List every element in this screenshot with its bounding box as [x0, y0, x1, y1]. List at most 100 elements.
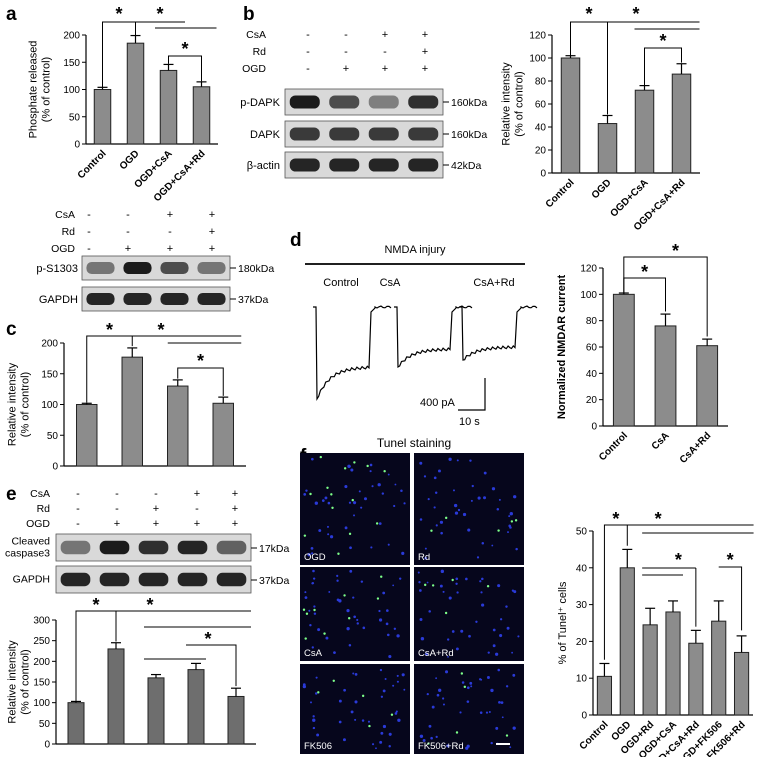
- nucleus-dot: [305, 489, 308, 492]
- blot-b-strip: [284, 88, 444, 116]
- y-axis-label-line: (% of control): [40, 57, 52, 122]
- nucleus-dot: [344, 485, 348, 489]
- y-tick-label: 200: [41, 339, 58, 350]
- nucleus-dot: [397, 718, 401, 722]
- y-tick-label: 20: [535, 146, 547, 157]
- tunel-positive-dot: [514, 519, 518, 522]
- y-tick-label: 150: [41, 369, 58, 380]
- blot-b-strip: [284, 120, 444, 148]
- blot-b-label: β-actin: [247, 160, 280, 172]
- bar: [76, 404, 98, 467]
- tunel-positive-dot: [330, 493, 333, 496]
- bar: [227, 695, 245, 745]
- blot-band: [368, 127, 399, 141]
- scale-bar: [458, 378, 486, 411]
- y-tick-label: 20: [576, 637, 588, 648]
- nucleus-dot: [442, 697, 445, 700]
- nucleus-dot: [448, 596, 452, 600]
- y-tick-label: 80: [586, 316, 598, 327]
- nucleus-dot: [495, 652, 499, 656]
- nucleus-dot: [378, 618, 383, 622]
- blot-s1303-treatment-sign: +: [209, 226, 215, 238]
- x-tick-label: OGD: [590, 177, 614, 201]
- y-tick-label: 100: [63, 85, 80, 96]
- tunel-positive-dot: [323, 632, 326, 635]
- blot-e-strip: [55, 565, 252, 594]
- nucleus-dot: [447, 655, 449, 658]
- blot-band: [138, 572, 169, 587]
- y-tick-label: 0: [74, 140, 80, 151]
- nucleus-dot: [513, 495, 517, 499]
- nucleus-dot: [382, 689, 386, 693]
- y-tick-label: 0: [52, 462, 58, 473]
- nucleus-dot: [360, 506, 363, 509]
- nucleus-dot: [481, 603, 485, 607]
- x-tick-label: Control: [76, 148, 109, 181]
- blot-e-label-line: GAPDH: [13, 574, 50, 586]
- nucleus-dot: [517, 635, 520, 638]
- blot-s1303-treatment-sign: -: [87, 243, 91, 255]
- trace-label: CsA: [380, 277, 401, 289]
- nucleus-dot: [314, 501, 318, 505]
- nucleus-dot: [370, 546, 373, 549]
- nucleus-dot: [501, 716, 504, 719]
- tunel-positive-dot: [366, 464, 369, 468]
- y-axis-label-line: Relative intensity: [501, 62, 513, 146]
- microscopy-background: [300, 453, 410, 565]
- nucleus-dot: [325, 636, 329, 640]
- nucleus-dot: [315, 676, 318, 679]
- bar: [67, 702, 85, 745]
- nucleus-dot: [475, 620, 478, 623]
- panel-letter-c: c: [6, 319, 17, 340]
- nucleus-dot: [496, 507, 500, 511]
- nucleus-dot: [393, 627, 397, 630]
- nucleus-dot: [431, 705, 435, 709]
- nucleus-dot: [447, 638, 450, 641]
- blot-band: [99, 540, 130, 555]
- nucleus-dot: [435, 735, 438, 738]
- blot-b-treatment-sign: +: [382, 63, 388, 75]
- nucleus-dot: [344, 526, 348, 530]
- panel-letter-e: e: [6, 484, 17, 505]
- blot-e-treatment-sign: -: [76, 518, 80, 530]
- x-tick-label: Control: [597, 430, 630, 463]
- nucleus-dot: [395, 710, 398, 713]
- y-tick-label: 50: [576, 527, 588, 538]
- y-tick-label: 60: [586, 343, 598, 354]
- nucleus-dot: [403, 502, 406, 505]
- nucleus-dot: [419, 618, 423, 621]
- y-tick-label: 200: [63, 31, 80, 42]
- panel-letter-a: a: [6, 4, 17, 25]
- nucleus-dot: [433, 476, 437, 480]
- blot-e-treatment-sign: -: [115, 503, 119, 515]
- tunel-positive-dot: [331, 506, 334, 509]
- blot-band: [123, 262, 152, 274]
- nucleus-dot: [316, 733, 320, 737]
- y-tick-label: 60: [535, 100, 547, 111]
- y-tick-label: 0: [581, 711, 587, 722]
- nucleus-dot: [353, 514, 356, 517]
- nucleus-dot: [492, 628, 496, 632]
- nucleus-dot: [394, 483, 397, 486]
- nucleus-dot: [456, 591, 459, 594]
- tunel-positive-dot: [423, 583, 427, 587]
- nucleus-dot: [483, 471, 487, 475]
- nucleus-dot: [498, 498, 501, 501]
- nucleus-dot: [470, 499, 473, 502]
- blot-band: [329, 95, 360, 109]
- blot-e-treatment-sign: +: [232, 518, 238, 530]
- nucleus-dot: [400, 489, 403, 493]
- nucleus-dot: [419, 518, 423, 521]
- blot-e-treatment-sign: +: [114, 518, 120, 530]
- y-axis-label-line: Relative intensity: [7, 362, 19, 446]
- nucleus-dot: [388, 744, 391, 748]
- nucleus-dot: [424, 547, 427, 550]
- nucleus-dot: [382, 591, 386, 595]
- nucleus-dot: [512, 726, 516, 730]
- nucleus-dot: [333, 651, 336, 654]
- blot-b-treatment-sign: -: [344, 46, 348, 58]
- nucleus-dot: [508, 515, 511, 518]
